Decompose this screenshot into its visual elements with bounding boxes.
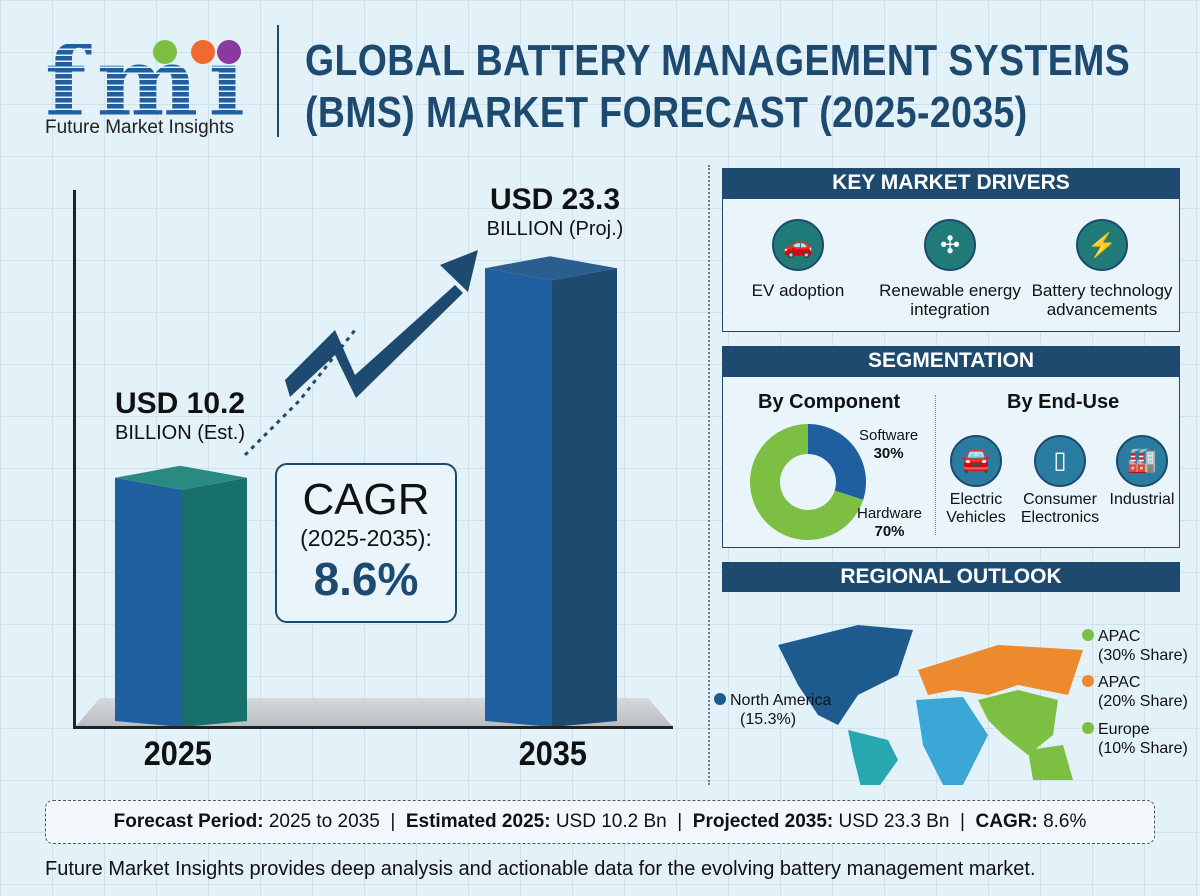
legend-name: Europe — [1098, 721, 1150, 738]
cagr-period: (2025-2035): — [300, 525, 432, 551]
y-axis — [73, 190, 76, 728]
component-donut — [750, 424, 866, 540]
bar-side — [552, 268, 617, 727]
donut-slice-hardware — [750, 424, 864, 540]
divider — [935, 395, 936, 535]
bar-front — [115, 477, 182, 727]
software-label: Software 30% — [859, 427, 918, 463]
enduse-label: Consumer Electronics — [1020, 491, 1100, 526]
segmentation-header: SEGMENTATION — [722, 346, 1180, 376]
fmi-logo: fmı — [45, 38, 245, 118]
map-africa — [916, 697, 988, 785]
data-label-2035: USD 23.3 BILLION (Proj.) — [460, 183, 650, 241]
summary-key: Projected 2035: — [692, 811, 834, 832]
driver-label: Renewable energy integration — [879, 281, 1021, 319]
legend-apac-20: APAC (20% Share) — [1082, 673, 1188, 711]
bar-front — [485, 268, 552, 727]
ev-car-icon: 🚗 — [772, 219, 824, 271]
cagr-value: 8.6% — [313, 553, 419, 605]
legend-name: APAC — [1098, 628, 1141, 645]
slice-name: Hardware — [857, 505, 923, 522]
drivers-panel: 🚗 EV adoption ✣ Renewable energy integrati… — [722, 198, 1180, 332]
legend-value: (30% Share) — [1098, 647, 1188, 664]
smartphone-icon: ▯ — [1034, 435, 1086, 487]
enduse-ev: 🚘 Electric Vehicles — [941, 435, 1011, 527]
regional-header: REGIONAL OUTLOOK — [722, 562, 1180, 592]
data-label-sub: BILLION (Proj.) — [486, 217, 624, 240]
legend-apac-30: APAC (30% Share) — [1082, 627, 1188, 665]
title-divider — [277, 25, 279, 137]
car-icon: 🚘 — [950, 435, 1002, 487]
map-north-america — [778, 625, 913, 725]
driver-label: EV adoption — [751, 281, 845, 300]
summary-bar: Forecast Period: 2025 to 2035 | Estimate… — [45, 800, 1155, 844]
map-europe-russia — [918, 645, 1083, 695]
map-south-america — [848, 730, 898, 785]
data-label-value: USD 10.2 — [114, 387, 246, 420]
driver-ev: 🚗 EV adoption — [723, 219, 873, 300]
title-line-1: GLOBAL BATTERY MANAGEMENT SYSTEMS — [305, 36, 1131, 85]
bar-top — [485, 256, 617, 281]
enduse-label: Electric Vehicles — [946, 491, 1006, 526]
data-label-2025: USD 10.2 BILLION (Est.) — [85, 387, 275, 445]
enduse-label: Industrial — [1109, 491, 1175, 508]
summary-key: Forecast Period: — [113, 811, 264, 832]
by-component-title: By Component — [758, 391, 901, 413]
x-axis — [73, 726, 673, 729]
summary-value: 8.6% — [1043, 811, 1087, 832]
map-australia — [1028, 745, 1073, 780]
legend-europe: Europe (10% Share) — [1082, 720, 1188, 758]
x-tick-2025: 2025 — [143, 735, 212, 773]
bar-side — [182, 477, 247, 727]
tagline: Future Market Insights provides deep ana… — [45, 858, 1036, 880]
growth-arrow — [243, 250, 478, 457]
legend-name: North America — [730, 692, 832, 709]
donut-slice-software — [808, 424, 866, 500]
summary-value: USD 10.2 Bn — [555, 811, 667, 832]
logo-text: Future Market Insights — [45, 117, 235, 138]
bar-2035 — [485, 256, 617, 727]
slice-pct: 30% — [873, 445, 904, 462]
wind-turbine-icon: ✣ — [924, 219, 976, 271]
legend-value: (10% Share) — [1098, 740, 1188, 757]
data-label-value: USD 23.3 — [489, 183, 621, 216]
slice-pct: 70% — [874, 523, 905, 540]
cagr-label: CAGR — [302, 475, 430, 524]
map-asia — [978, 690, 1058, 755]
bar-chart — [115, 250, 617, 727]
bar-top — [115, 465, 247, 490]
page-title: GLOBAL BATTERY MANAGEMENT SYSTEMS (BMS) … — [305, 35, 1130, 139]
driver-renewable: ✣ Renewable energy integration — [875, 219, 1025, 319]
summary-value: USD 23.3 Bn — [838, 811, 950, 832]
summary-key: CAGR: — [975, 811, 1038, 832]
summary-key: Estimated 2025: — [405, 811, 551, 832]
enduse-consumer: ▯ Consumer Electronics — [1013, 435, 1107, 527]
segmentation-panel: By Component Software 30% Hardware 70% By … — [722, 376, 1180, 548]
section-divider — [708, 165, 710, 785]
x-tick-2035: 2035 — [518, 735, 587, 773]
by-enduse-title: By End-Use — [1007, 391, 1120, 413]
world-map — [778, 625, 1083, 785]
legend-value: (15.3%) — [740, 711, 797, 728]
enduse-industrial: 🏭 Industrial — [1105, 435, 1179, 509]
battery-icon: ⚡ — [1076, 219, 1128, 271]
data-label-sub: BILLION (Est.) — [114, 421, 246, 444]
title-line-2: (BMS) MARKET FORECAST (2025-2035) — [305, 88, 1028, 137]
legend-name: APAC — [1098, 674, 1141, 691]
drivers-header: KEY MARKET DRIVERS — [722, 168, 1180, 198]
hardware-label: Hardware 70% — [857, 505, 922, 541]
slice-name: Software — [859, 427, 919, 444]
factory-icon: 🏭 — [1116, 435, 1168, 487]
summary-value: 2025 to 2035 — [268, 811, 380, 832]
driver-battery: ⚡ Battery technology advancements — [1027, 219, 1177, 319]
bar-2025 — [115, 465, 247, 727]
driver-label: Battery technology advancements — [1031, 281, 1173, 319]
legend-value: (20% Share) — [1098, 693, 1188, 710]
legend-north-america: North America (15.3%) — [714, 691, 831, 729]
cagr-box: CAGR (2025-2035): 8.6% — [275, 463, 457, 623]
